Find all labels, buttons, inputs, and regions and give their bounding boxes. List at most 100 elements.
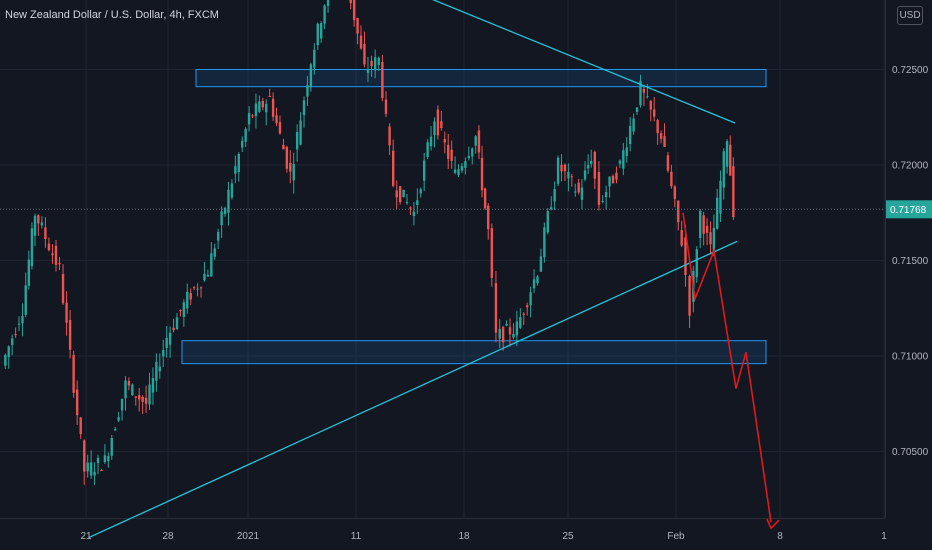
candle-body	[196, 288, 199, 290]
candle-body	[93, 471, 96, 476]
candle-body	[416, 200, 419, 206]
candle-body	[525, 305, 529, 308]
candle-body	[498, 328, 501, 339]
candle-body	[583, 170, 587, 180]
candle-body	[625, 147, 628, 157]
candle-body	[302, 100, 306, 116]
candle-body	[17, 323, 21, 325]
candle-body	[313, 49, 316, 68]
candle-body	[282, 144, 285, 150]
candle-body	[96, 457, 100, 464]
candle-body	[550, 207, 553, 210]
candle-body	[58, 262, 61, 265]
candle-body	[40, 222, 44, 226]
candle-body	[474, 136, 477, 146]
candle-body	[27, 259, 31, 286]
candle-body	[175, 317, 179, 330]
candle-body	[141, 396, 144, 402]
candle-body	[65, 302, 68, 323]
time-tick-label: 18	[458, 531, 470, 542]
candle-body	[83, 440, 86, 472]
candle-body	[512, 333, 515, 338]
candle-body	[487, 205, 490, 230]
candle-body	[560, 164, 563, 172]
candle-body	[14, 334, 17, 336]
candle-body	[21, 315, 24, 324]
candle-body	[158, 366, 162, 372]
candle-body	[326, 0, 330, 6]
time-tick-label: 21	[80, 531, 92, 542]
candle-body	[7, 346, 10, 357]
candle-body	[110, 438, 113, 456]
candle-body	[4, 354, 7, 366]
candle-body	[61, 274, 65, 304]
candle-body	[241, 140, 244, 148]
candle-body	[68, 320, 72, 350]
candle-body	[395, 190, 398, 198]
candle-body	[709, 232, 712, 245]
candle-body	[712, 227, 716, 256]
candle-body	[699, 210, 702, 239]
candle-body	[477, 130, 481, 153]
candle-body	[453, 169, 457, 173]
candle-body	[148, 384, 151, 405]
candle-body	[577, 182, 580, 193]
candle-body	[54, 245, 58, 265]
candle-body	[251, 115, 254, 117]
candle-body	[265, 103, 268, 113]
candle-body	[543, 227, 546, 258]
candle-body	[24, 285, 27, 315]
candle-body	[261, 101, 265, 108]
candle-body	[216, 231, 220, 241]
support-zone	[181, 340, 767, 365]
candle-body	[436, 109, 440, 136]
candle-body	[199, 287, 203, 289]
candle-body	[597, 172, 601, 205]
candle-body	[522, 313, 525, 315]
candle-body	[556, 157, 560, 184]
candle-body	[72, 355, 75, 393]
candle-body	[412, 211, 416, 217]
candle-body	[155, 361, 158, 381]
candle-body	[429, 136, 433, 147]
candle-body	[586, 164, 590, 169]
candle-body	[370, 60, 373, 67]
candle-body	[30, 228, 34, 267]
resistance-zone	[195, 69, 767, 88]
candle-body	[426, 142, 429, 157]
candle-body	[268, 95, 271, 97]
candle-body	[120, 398, 124, 411]
candle-body	[574, 191, 577, 193]
currency-button[interactable]: USD	[897, 6, 923, 25]
candle-body	[10, 338, 14, 345]
candle-body	[359, 35, 363, 49]
candle-body	[684, 237, 687, 275]
candle-body	[483, 188, 487, 209]
candle-body	[447, 144, 450, 159]
candle-body	[622, 150, 625, 169]
candle-body	[480, 157, 484, 191]
candle-body	[172, 327, 175, 331]
candle-body	[381, 62, 384, 99]
candle-body	[285, 147, 289, 169]
candle-body	[680, 230, 683, 246]
candle-body	[608, 176, 611, 187]
candle-body	[553, 189, 556, 202]
last-price-tag	[886, 200, 932, 219]
candle-body	[223, 207, 227, 214]
candle-body	[702, 215, 705, 234]
candle-body	[131, 384, 134, 396]
candle-body	[86, 462, 89, 472]
candle-body	[134, 396, 137, 398]
candle-body	[234, 166, 237, 174]
candle-body	[206, 274, 210, 277]
candle-body	[732, 166, 735, 218]
candle-body	[319, 23, 323, 39]
candle-body	[670, 171, 673, 187]
candle-body	[237, 153, 240, 173]
candle-body	[124, 380, 127, 399]
candle-body	[409, 207, 412, 209]
candle-body	[632, 118, 635, 132]
